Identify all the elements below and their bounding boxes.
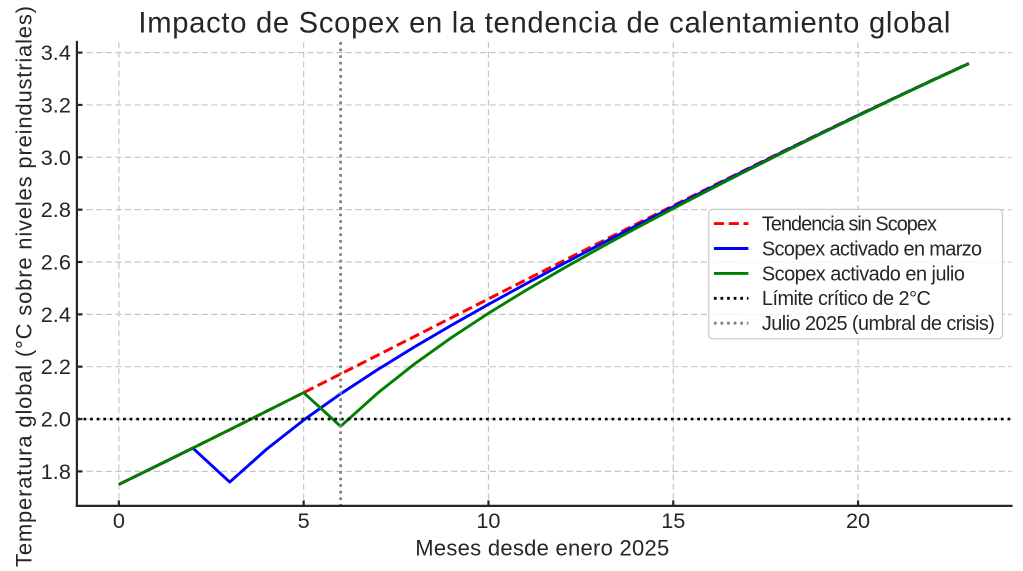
svg-text:10: 10 [476,508,500,533]
svg-text:3.4: 3.4 [41,40,71,65]
svg-text:2.4: 2.4 [41,302,71,327]
svg-text:2.0: 2.0 [41,407,71,432]
svg-text:Límite crítico de 2°C: Límite crítico de 2°C [762,288,931,310]
svg-text:15: 15 [661,508,685,533]
svg-text:0: 0 [113,508,125,533]
svg-text:Scopex activado en julio: Scopex activado en julio [762,263,965,285]
svg-text:Julio 2025 (umbral de crisis): Julio 2025 (umbral de crisis) [762,313,995,335]
svg-text:Impacto de Scopex en la tenden: Impacto de Scopex en la tendencia de cal… [138,8,950,40]
svg-text:Scopex activado en marzo: Scopex activado en marzo [762,238,982,260]
svg-text:1.8: 1.8 [41,459,71,484]
svg-text:Temperatura global (°C sobre n: Temperatura global (°C sobre niveles pre… [11,6,36,567]
svg-text:2.6: 2.6 [41,249,71,274]
svg-text:20: 20 [846,508,870,533]
svg-text:3.0: 3.0 [41,145,71,170]
svg-text:Meses desde enero 2025: Meses desde enero 2025 [415,536,669,561]
svg-text:2.8: 2.8 [41,197,71,222]
svg-text:Tendencia sin Scopex: Tendencia sin Scopex [762,214,937,236]
svg-text:2.2: 2.2 [41,354,71,379]
svg-text:5: 5 [298,508,310,533]
svg-text:3.2: 3.2 [41,92,71,117]
